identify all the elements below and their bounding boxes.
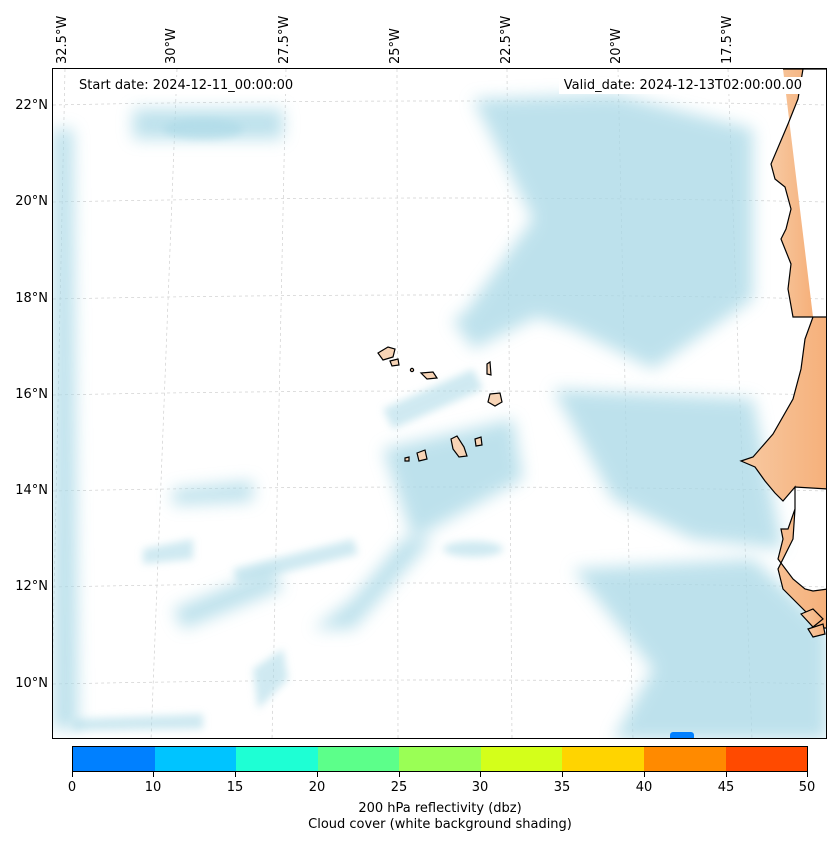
colorbar-tick-label: 20 [308, 780, 326, 795]
colorbar-tick [235, 772, 236, 777]
lat-label: 20°N [15, 194, 48, 209]
lat-label: 18°N [15, 291, 48, 306]
colorbar-tick [562, 772, 563, 777]
lat-label: 14°N [15, 483, 48, 498]
colorbar-segment [73, 747, 155, 771]
colorbar-segment [725, 747, 808, 771]
colorbar-segment [480, 747, 563, 771]
colorbar-tick [726, 772, 727, 777]
colorbar-caption: 200 hPa reflectivity (dbz) Cloud cover (… [72, 801, 808, 833]
map-canvas [53, 69, 826, 738]
lon-label: 25°W [388, 28, 403, 64]
colorbar-tick-label: 0 [67, 780, 77, 795]
colorbar-segment [236, 747, 318, 771]
colorbar-tick-label: 10 [144, 780, 162, 795]
lon-label: 17.5°W [720, 15, 735, 64]
colorbar-tick [480, 772, 481, 777]
colorbar-segment [154, 747, 237, 771]
start-date-label: Start date: 2024-12-11_00:00:00 [74, 77, 299, 94]
colorbar-tick-label: 45 [717, 780, 735, 795]
colorbar-tick-label: 50 [798, 780, 816, 795]
colorbar-tick-label: 15 [226, 780, 244, 795]
cloud-cover-shading [53, 94, 826, 738]
lat-label: 22°N [15, 98, 48, 113]
colorbar-segment [562, 747, 644, 771]
colorbar-tick [317, 772, 318, 777]
colorbar-tick [153, 772, 154, 777]
lon-label: 30°W [164, 28, 179, 64]
map-panel[interactable]: Start date: 2024-12-11_00:00:00 Valid_da… [52, 68, 827, 739]
colorbar-label: 200 hPa reflectivity (dbz) [358, 801, 522, 816]
lat-label: 12°N [15, 579, 48, 594]
africa-coastline [739, 69, 826, 638]
lat-label: 16°N [15, 387, 48, 402]
lon-label: 22.5°W [499, 15, 514, 64]
colorbar-sublabel: Cloud cover (white background shading) [308, 817, 572, 832]
colorbar-segment [317, 747, 400, 771]
cape-verde-islands [377, 346, 503, 462]
lat-label: 10°N [15, 676, 48, 691]
lon-label: 32.5°W [55, 15, 70, 64]
lon-label: 20°W [609, 28, 624, 64]
colorbar-segment [643, 747, 726, 771]
colorbar-segment [399, 747, 481, 771]
colorbar-tick [807, 772, 808, 777]
colorbar-tick [72, 772, 73, 777]
colorbar-tick [399, 772, 400, 777]
colorbar-tick-label: 25 [390, 780, 408, 795]
colorbar-tick [644, 772, 645, 777]
reflectivity-colorbar [72, 746, 808, 772]
lon-label: 27.5°W [277, 15, 292, 64]
valid-date-label: Valid_date: 2024-12-13T02:00:00.00 [558, 77, 807, 94]
colorbar-tick-label: 30 [471, 780, 489, 795]
colorbar-tick-label: 40 [635, 780, 653, 795]
colorbar-tick-label: 35 [553, 780, 571, 795]
reflectivity-patch [670, 732, 694, 738]
